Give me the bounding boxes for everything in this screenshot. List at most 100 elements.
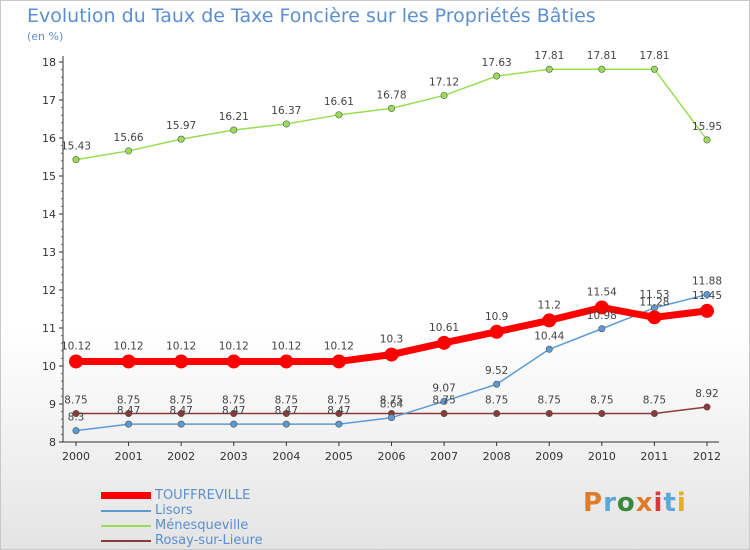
data-label: 10.61: [429, 322, 459, 334]
data-label: 8.75: [64, 395, 87, 407]
data-label: 8.75: [327, 395, 350, 407]
legend-label: TOUFFREVILLE: [155, 488, 251, 503]
data-point: [387, 104, 395, 112]
data-point: [174, 354, 189, 369]
data-point: [331, 354, 346, 369]
unit-label: (en %): [27, 30, 64, 43]
data-point: [598, 409, 606, 417]
data-label: 8.47: [275, 405, 298, 417]
x-tick-label: 2010: [588, 450, 616, 463]
data-label: 11.54: [587, 286, 617, 298]
data-label: 10.12: [219, 340, 249, 352]
data-label: 17.81: [587, 50, 617, 62]
data-point: [335, 111, 343, 119]
data-label: 15.66: [114, 132, 144, 144]
data-point: [545, 409, 553, 417]
data-label: 10.3: [380, 334, 403, 346]
y-tick-label: 10: [42, 360, 56, 373]
data-point: [440, 409, 448, 417]
legend-item-rosay: Rosay-sur-Lieure: [101, 533, 263, 548]
data-point: [279, 354, 294, 369]
x-tick-label: 2003: [220, 450, 248, 463]
chart-title: Evolution du Taux de Taxe Foncière sur l…: [27, 5, 596, 27]
y-tick-label: 11: [42, 322, 56, 335]
data-label: 15.97: [166, 120, 196, 132]
x-tick-label: 2012: [693, 450, 721, 463]
data-label: 10.12: [114, 340, 144, 352]
data-point: [493, 380, 501, 388]
data-label: 8.92: [695, 388, 718, 400]
data-point: [125, 147, 133, 155]
data-point: [335, 409, 343, 417]
x-tick-label: 2004: [272, 450, 300, 463]
data-label: 10.98: [587, 310, 617, 322]
data-label: 11.28: [639, 296, 669, 308]
data-point: [598, 65, 606, 73]
legend-label: Lisors: [155, 503, 193, 518]
data-label: 10.44: [534, 330, 564, 342]
data-point: [230, 126, 238, 134]
data-point: [493, 72, 501, 80]
data-point: [282, 120, 290, 128]
x-tick-label: 2001: [115, 450, 143, 463]
data-label: 8.75: [222, 395, 245, 407]
x-tick-label: 2006: [378, 450, 406, 463]
data-point: [177, 135, 185, 143]
data-label: 8.75: [485, 395, 508, 407]
data-point: [282, 409, 290, 417]
data-point: [72, 156, 80, 164]
data-label: 9.52: [485, 365, 508, 377]
data-point: [647, 310, 662, 325]
data-label: 16.37: [271, 105, 301, 117]
data-point: [226, 354, 241, 369]
y-tick-label: 8: [49, 436, 56, 449]
data-label: 8.47: [222, 405, 245, 417]
data-label: 16.21: [219, 111, 249, 123]
y-tick-label: 12: [42, 284, 56, 297]
data-point: [440, 397, 448, 405]
data-point: [177, 409, 185, 417]
data-point: [387, 414, 395, 422]
data-point: [542, 313, 557, 328]
y-tick-label: 9: [49, 398, 56, 411]
data-label: 8.75: [590, 395, 613, 407]
data-label: 8.3: [68, 412, 85, 424]
data-point: [125, 420, 133, 428]
legend-swatch: [101, 492, 151, 499]
legend-label: Rosay-sur-Lieure: [155, 533, 263, 548]
x-tick-label: 2008: [483, 450, 511, 463]
data-label: 17.81: [639, 50, 669, 62]
data-labels: 10.12 10.12 10.12 10.12 10.12 10.12 10.3 10.61 1…: [61, 50, 722, 423]
data-point: [493, 409, 501, 417]
y-tick-label: 14: [42, 208, 56, 221]
data-label: 11.45: [692, 290, 722, 302]
data-point: [69, 354, 83, 369]
legend-swatch: [101, 509, 151, 512]
x-tick-label: 2007: [430, 450, 458, 463]
data-point: [125, 409, 133, 417]
data-label: 10.12: [166, 340, 196, 352]
data-point: [72, 409, 80, 417]
data-point: [489, 324, 504, 339]
series-line-mnesqueville: [75, 68, 708, 161]
data-label: 8.75: [169, 395, 192, 407]
axes: 8 9 10 11 12 13 14 15 16 17 18 2000 2001 2002 2003 2004…: [42, 56, 721, 463]
data-point: [650, 409, 658, 417]
proxiti-logo: Proxiti: [583, 488, 687, 518]
data-point: [700, 303, 714, 318]
x-tick-label: 2002: [167, 450, 195, 463]
data-label: 8.47: [327, 405, 350, 417]
data-label: 15.43: [61, 141, 91, 153]
data-point: [440, 91, 448, 99]
legend-item-menesqueville: Ménesqueville: [101, 518, 263, 533]
x-tick-label: 2000: [62, 450, 90, 463]
data-label: 17.12: [429, 76, 459, 88]
data-point: [545, 65, 553, 73]
legend-item-touffreville: TOUFFREVILLE: [101, 488, 263, 503]
data-label: 16.78: [376, 89, 406, 101]
data-label: 10.9: [485, 311, 508, 323]
legend-swatch: [101, 524, 151, 527]
data-label: 15.95: [692, 121, 722, 133]
data-label: 10.12: [271, 340, 301, 352]
